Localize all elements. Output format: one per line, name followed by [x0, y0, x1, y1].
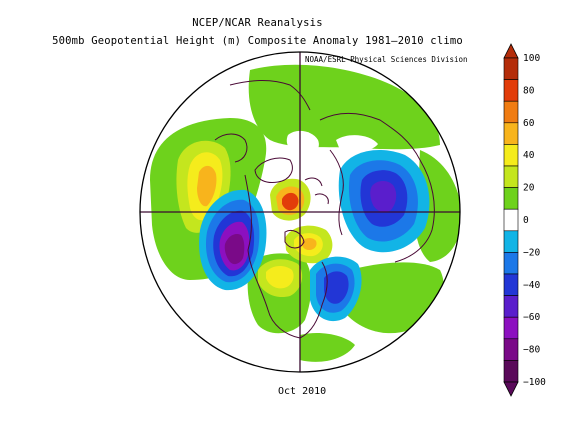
colorbar-swatch	[503, 165, 519, 188]
colorbar-swatch	[503, 230, 519, 253]
colorbar-swatch	[503, 316, 519, 340]
neutral-patch-europe	[336, 135, 378, 152]
green-region-east	[415, 150, 460, 262]
colorbar-swatch	[503, 57, 519, 80]
coast-alaska	[214, 133, 248, 163]
coast-north-america	[244, 174, 328, 339]
colorbar-swatch	[503, 295, 519, 318]
colorbar-tick-label: 20	[523, 183, 535, 194]
chart-title: NCEP/NCAR Reanalysis	[192, 17, 323, 29]
colorbar-tick-label: 80	[523, 85, 535, 96]
anomaly-field	[150, 64, 460, 362]
colorbar-swatch	[503, 273, 519, 296]
colorbar-tick-label: 40	[523, 150, 535, 161]
colorbar-tick-label: 60	[523, 118, 535, 129]
coast-eurasia	[319, 112, 435, 263]
colorbar-swatch	[503, 100, 519, 124]
anomaly-arctic-core	[282, 192, 299, 211]
colorbar-tick-label: −100	[523, 377, 546, 388]
colorbar-tick-label: 100	[523, 53, 540, 64]
date-label: Oct 2010	[278, 386, 327, 397]
coast-greenland	[254, 157, 293, 183]
colorbar-top-arrow	[503, 43, 519, 59]
anomaly-canada-peak	[301, 238, 317, 250]
anomaly-wpacific-core	[197, 165, 217, 207]
green-region-atlantic	[337, 262, 444, 334]
credit-label: NOAA/ESRL Physical Sciences Division	[305, 55, 468, 64]
colorbar-tick-label: 0	[523, 215, 529, 226]
colorbar-tick-label: −60	[523, 312, 540, 323]
colorbar-tick-label: −20	[523, 247, 540, 258]
coast-hudson-bay	[284, 229, 305, 249]
anomaly-sib-core	[370, 180, 397, 213]
green-region-south	[300, 333, 355, 362]
colorbar-swatch	[503, 79, 519, 102]
anomaly-atl-60	[324, 271, 349, 304]
colorbar-swatch	[503, 208, 519, 232]
coast-asia-east	[229, 80, 311, 111]
colorbar-bottom-arrow	[503, 381, 519, 397]
colorbar-swatch	[503, 360, 519, 383]
neutral-patch-arctic	[286, 130, 319, 157]
colorbar-swatch	[503, 252, 519, 275]
anomaly-nepac-core	[224, 234, 245, 265]
coastlines	[214, 80, 435, 339]
colorbar-tick-label: −40	[523, 280, 540, 291]
chart-subtitle: 500mb Geopotential Height (m) Composite …	[52, 35, 463, 47]
colorbar-swatch	[503, 187, 519, 210]
colorbar-swatch	[503, 338, 519, 361]
coast-europe	[329, 149, 344, 236]
map-boundary	[139, 51, 461, 373]
colorbar: 100 80 60 40 20 0 −20 −40 −60 −80 −100	[503, 43, 546, 397]
colorbar-swatch	[503, 144, 519, 167]
colorbar-tick-label: −80	[523, 345, 540, 356]
colorbar-swatch	[503, 122, 519, 145]
coast-arctic-islands	[304, 177, 329, 205]
anomaly-na-core	[266, 266, 294, 289]
